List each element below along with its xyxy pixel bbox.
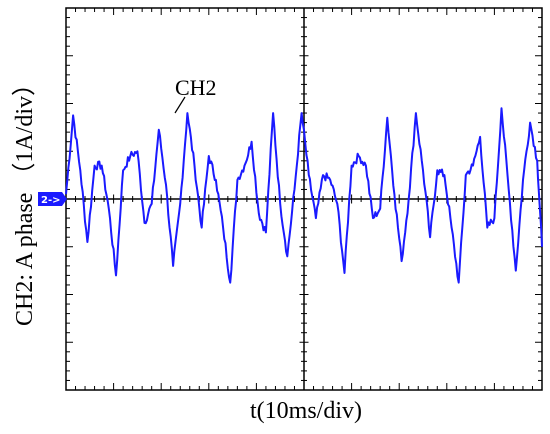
channel-2-marker: 2-> <box>38 192 67 206</box>
annotation-leader-line <box>174 96 186 114</box>
series-line-ch2 <box>65 107 543 284</box>
channel-marker-label: 2-> <box>41 195 61 206</box>
x-axis-label: t(10ms/div) <box>250 398 362 424</box>
traces <box>65 107 543 284</box>
channel-marker-shape <box>38 192 67 206</box>
ch2-annotation-label: CH2 <box>175 75 217 100</box>
y-axis-label: CH2: A phase （1A/div） <box>12 72 38 326</box>
